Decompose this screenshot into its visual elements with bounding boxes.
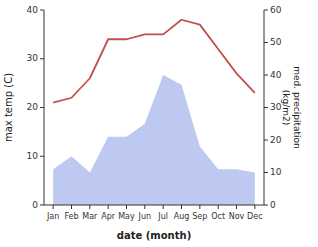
y2-tick-label: 20 xyxy=(270,135,282,145)
x-tick xyxy=(89,205,90,209)
x-tick-label: Jan xyxy=(46,212,59,221)
precipitation-area xyxy=(53,75,255,205)
x-tick-label: Jul xyxy=(157,212,168,221)
x-tick-label: Jun xyxy=(138,212,152,221)
y2-tick xyxy=(264,42,268,43)
x-tick xyxy=(181,205,182,209)
y-tick-label: 30 xyxy=(27,53,39,63)
x-tick-label: May xyxy=(118,212,135,221)
y-tick xyxy=(40,107,44,108)
x-tick xyxy=(163,205,164,209)
x-tick-label: Dec xyxy=(247,212,262,221)
bottom-axis-line xyxy=(44,205,264,206)
y-tick xyxy=(40,58,44,59)
y2-tick-label: 10 xyxy=(270,167,282,177)
y-tick-label: 20 xyxy=(27,102,39,112)
y2-axis-title: med. precipitation(kg/m2) xyxy=(281,66,302,148)
x-tick xyxy=(71,205,72,209)
axes: 0 10 20 30 40 0 10 20 30 40 50 60 Jan Feb MarAprMayJun… xyxy=(27,5,282,222)
y2-tick xyxy=(264,205,268,206)
y2-tick-label: 0 xyxy=(270,200,276,210)
x-tick xyxy=(126,205,127,209)
y-tick xyxy=(40,156,44,157)
x-tick-label: Apr xyxy=(101,212,116,221)
y2-tick xyxy=(264,107,268,108)
y2-tick-label: 30 xyxy=(270,102,282,112)
y2-tick-label: 40 xyxy=(270,70,282,80)
x-tick xyxy=(236,205,237,209)
x-tick-label: Mar xyxy=(82,212,98,221)
y2-tick-label: 50 xyxy=(270,37,282,47)
y2-tick xyxy=(264,172,268,173)
x-tick-label: Aug xyxy=(174,212,190,221)
y-tick-label: 10 xyxy=(27,151,39,161)
y-axis-title: max temp (C) xyxy=(3,73,14,142)
x-tick xyxy=(53,205,54,209)
x-tick xyxy=(144,205,145,209)
x-tick-label: Feb xyxy=(64,212,78,221)
x-tick xyxy=(199,205,200,209)
x-tick-label: Oct xyxy=(211,212,225,221)
x-tick-label: Sep xyxy=(192,212,207,221)
y2-tick xyxy=(264,75,268,76)
x-tick xyxy=(108,205,109,209)
temperature-line xyxy=(53,20,255,103)
y-tick xyxy=(40,205,44,206)
y-tick-label: 0 xyxy=(32,200,38,210)
y-tick xyxy=(40,10,44,11)
y-tick-label: 40 xyxy=(27,5,39,15)
x-tick xyxy=(254,205,255,209)
x-tick xyxy=(218,205,219,209)
plot-area xyxy=(53,20,255,205)
x-tick-label: Nov xyxy=(229,212,245,221)
y2-tick xyxy=(264,140,268,141)
x-axis-title: date (month) xyxy=(117,230,191,241)
y2-tick-label: 60 xyxy=(270,5,282,15)
y2-tick xyxy=(264,10,268,11)
chart: 0 10 20 30 40 0 10 20 30 40 50 60 Jan Feb MarAprMayJun… xyxy=(0,0,318,247)
